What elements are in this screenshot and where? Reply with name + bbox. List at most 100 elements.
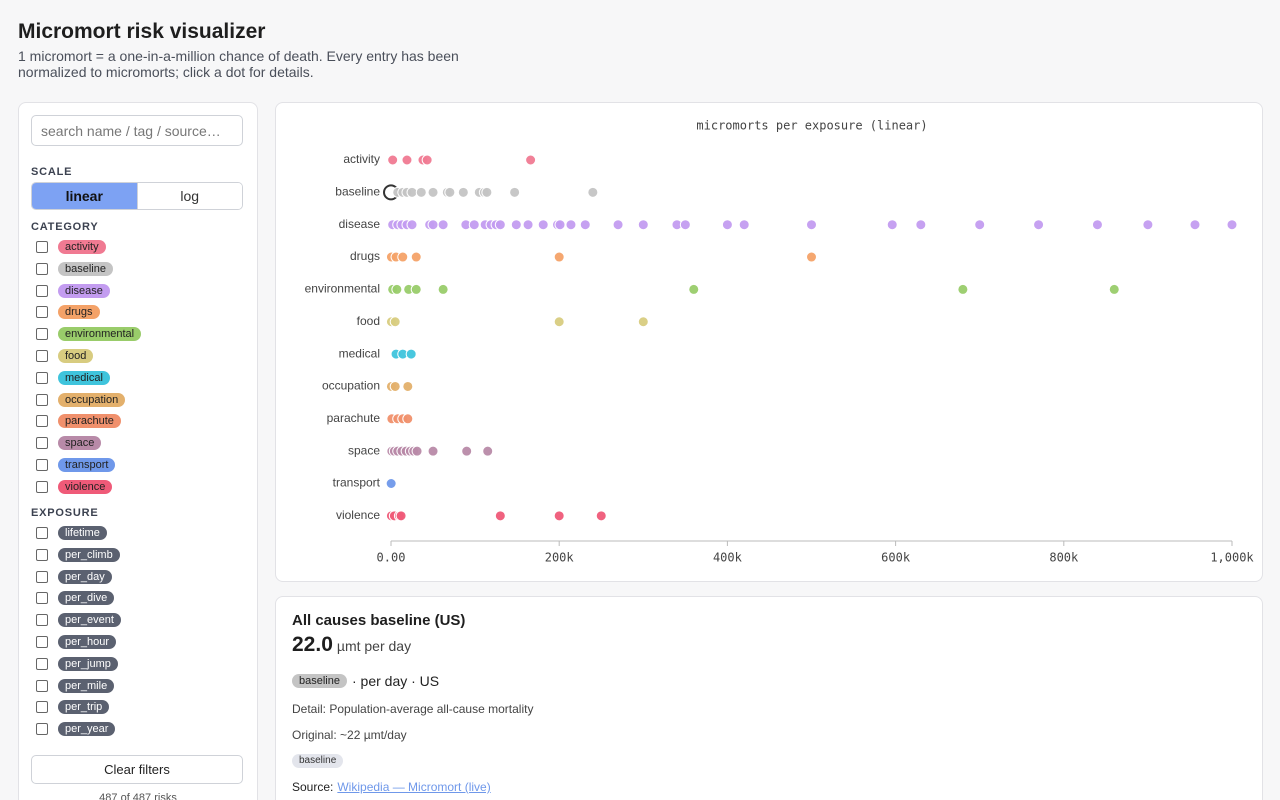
dot[interactable] [481,186,493,198]
dot[interactable] [510,219,522,231]
category-pill: occupation [58,392,126,407]
dot[interactable] [1189,219,1201,231]
dot[interactable] [688,283,700,295]
dot[interactable] [405,348,417,360]
dot[interactable] [637,219,649,231]
dot[interactable] [461,445,473,457]
dot[interactable] [468,219,480,231]
scale-option[interactable]: linear [32,183,137,209]
dot[interactable] [553,510,565,522]
dot[interactable] [411,445,423,457]
dot[interactable] [427,445,439,457]
dot[interactable] [1226,219,1238,231]
dot[interactable] [401,154,413,166]
dot[interactable] [421,154,433,166]
checkbox[interactable] [36,284,48,297]
dot[interactable] [1091,219,1103,231]
dot[interactable] [595,510,607,522]
dot[interactable] [406,219,418,231]
exposure-pill: per_jump [58,656,118,671]
scale-option[interactable]: log [136,183,242,209]
dot[interactable] [915,219,927,231]
dot[interactable] [494,219,506,231]
checkbox[interactable] [36,527,48,539]
source-link[interactable]: Wikipedia — Micromort (live) [337,780,491,794]
checkbox[interactable] [36,657,48,670]
checkbox[interactable] [36,306,48,319]
checkbox[interactable] [36,614,48,627]
dot[interactable] [738,219,750,231]
checkbox[interactable] [36,679,48,692]
dot[interactable] [494,510,506,522]
checkbox[interactable] [36,371,48,384]
dot[interactable] [410,251,422,263]
dot[interactable] [957,283,969,295]
dot[interactable] [1108,283,1120,295]
dot[interactable] [579,219,591,231]
chart-title: micromorts per exposure (linear) [696,119,927,133]
checkbox[interactable] [36,570,48,583]
dot[interactable] [1033,219,1045,231]
dot[interactable] [385,478,397,489]
checkbox[interactable] [36,548,48,561]
dot[interactable] [522,219,534,231]
detail-title: All causes baseline (US) [292,612,466,629]
dot[interactable] [406,186,418,198]
dot[interactable] [389,316,401,328]
checkbox[interactable] [36,415,48,428]
result-count: 487 of 487 risks [99,792,177,800]
row-label: space [348,443,380,457]
dot[interactable] [587,186,599,198]
dot[interactable] [410,283,422,295]
checkbox[interactable] [36,592,48,605]
checkbox[interactable] [36,262,48,275]
dot[interactable] [457,186,469,198]
dot[interactable] [444,186,456,198]
dot[interactable] [537,219,549,231]
checkbox[interactable] [36,241,48,253]
row-label: drugs [350,249,380,263]
dot[interactable] [395,510,407,522]
checkbox[interactable] [36,437,48,450]
dot[interactable] [1142,219,1154,231]
dot[interactable] [886,219,898,231]
clear-button[interactable]: Clear filters [31,755,243,784]
dot[interactable] [427,186,439,198]
dot[interactable] [806,219,817,231]
dot[interactable] [397,251,409,263]
category-pill: environmental [58,327,142,342]
checkbox[interactable] [36,480,48,493]
dot[interactable] [391,283,403,295]
dot[interactable] [415,186,427,198]
checkbox[interactable] [36,701,48,714]
search-placeholder: search name / tag / source… [41,123,221,139]
row-label: disease [339,217,381,231]
dot[interactable] [974,219,986,231]
dot[interactable] [554,219,566,231]
checkbox[interactable] [36,459,48,471]
checkbox[interactable] [36,328,48,341]
dot[interactable] [721,219,733,231]
checkbox[interactable] [36,350,48,362]
dot[interactable] [806,251,817,263]
dot[interactable] [437,219,449,231]
dot[interactable] [553,316,565,328]
dot[interactable] [637,316,649,328]
dot[interactable] [612,219,624,231]
checkbox[interactable] [36,393,48,406]
dot[interactable] [402,380,414,392]
dot[interactable] [437,283,449,295]
search-input[interactable]: search name / tag / source… [31,115,243,146]
dot[interactable] [389,380,401,392]
dot[interactable] [482,445,494,457]
dot[interactable] [525,154,537,166]
dot[interactable] [402,413,414,425]
dot[interactable] [553,251,565,263]
checkbox[interactable] [36,636,48,648]
dot[interactable] [509,186,521,198]
dot[interactable] [679,219,691,231]
dot[interactable] [427,219,439,231]
dot[interactable] [387,154,399,166]
checkbox[interactable] [36,723,48,736]
dot[interactable] [565,219,577,231]
